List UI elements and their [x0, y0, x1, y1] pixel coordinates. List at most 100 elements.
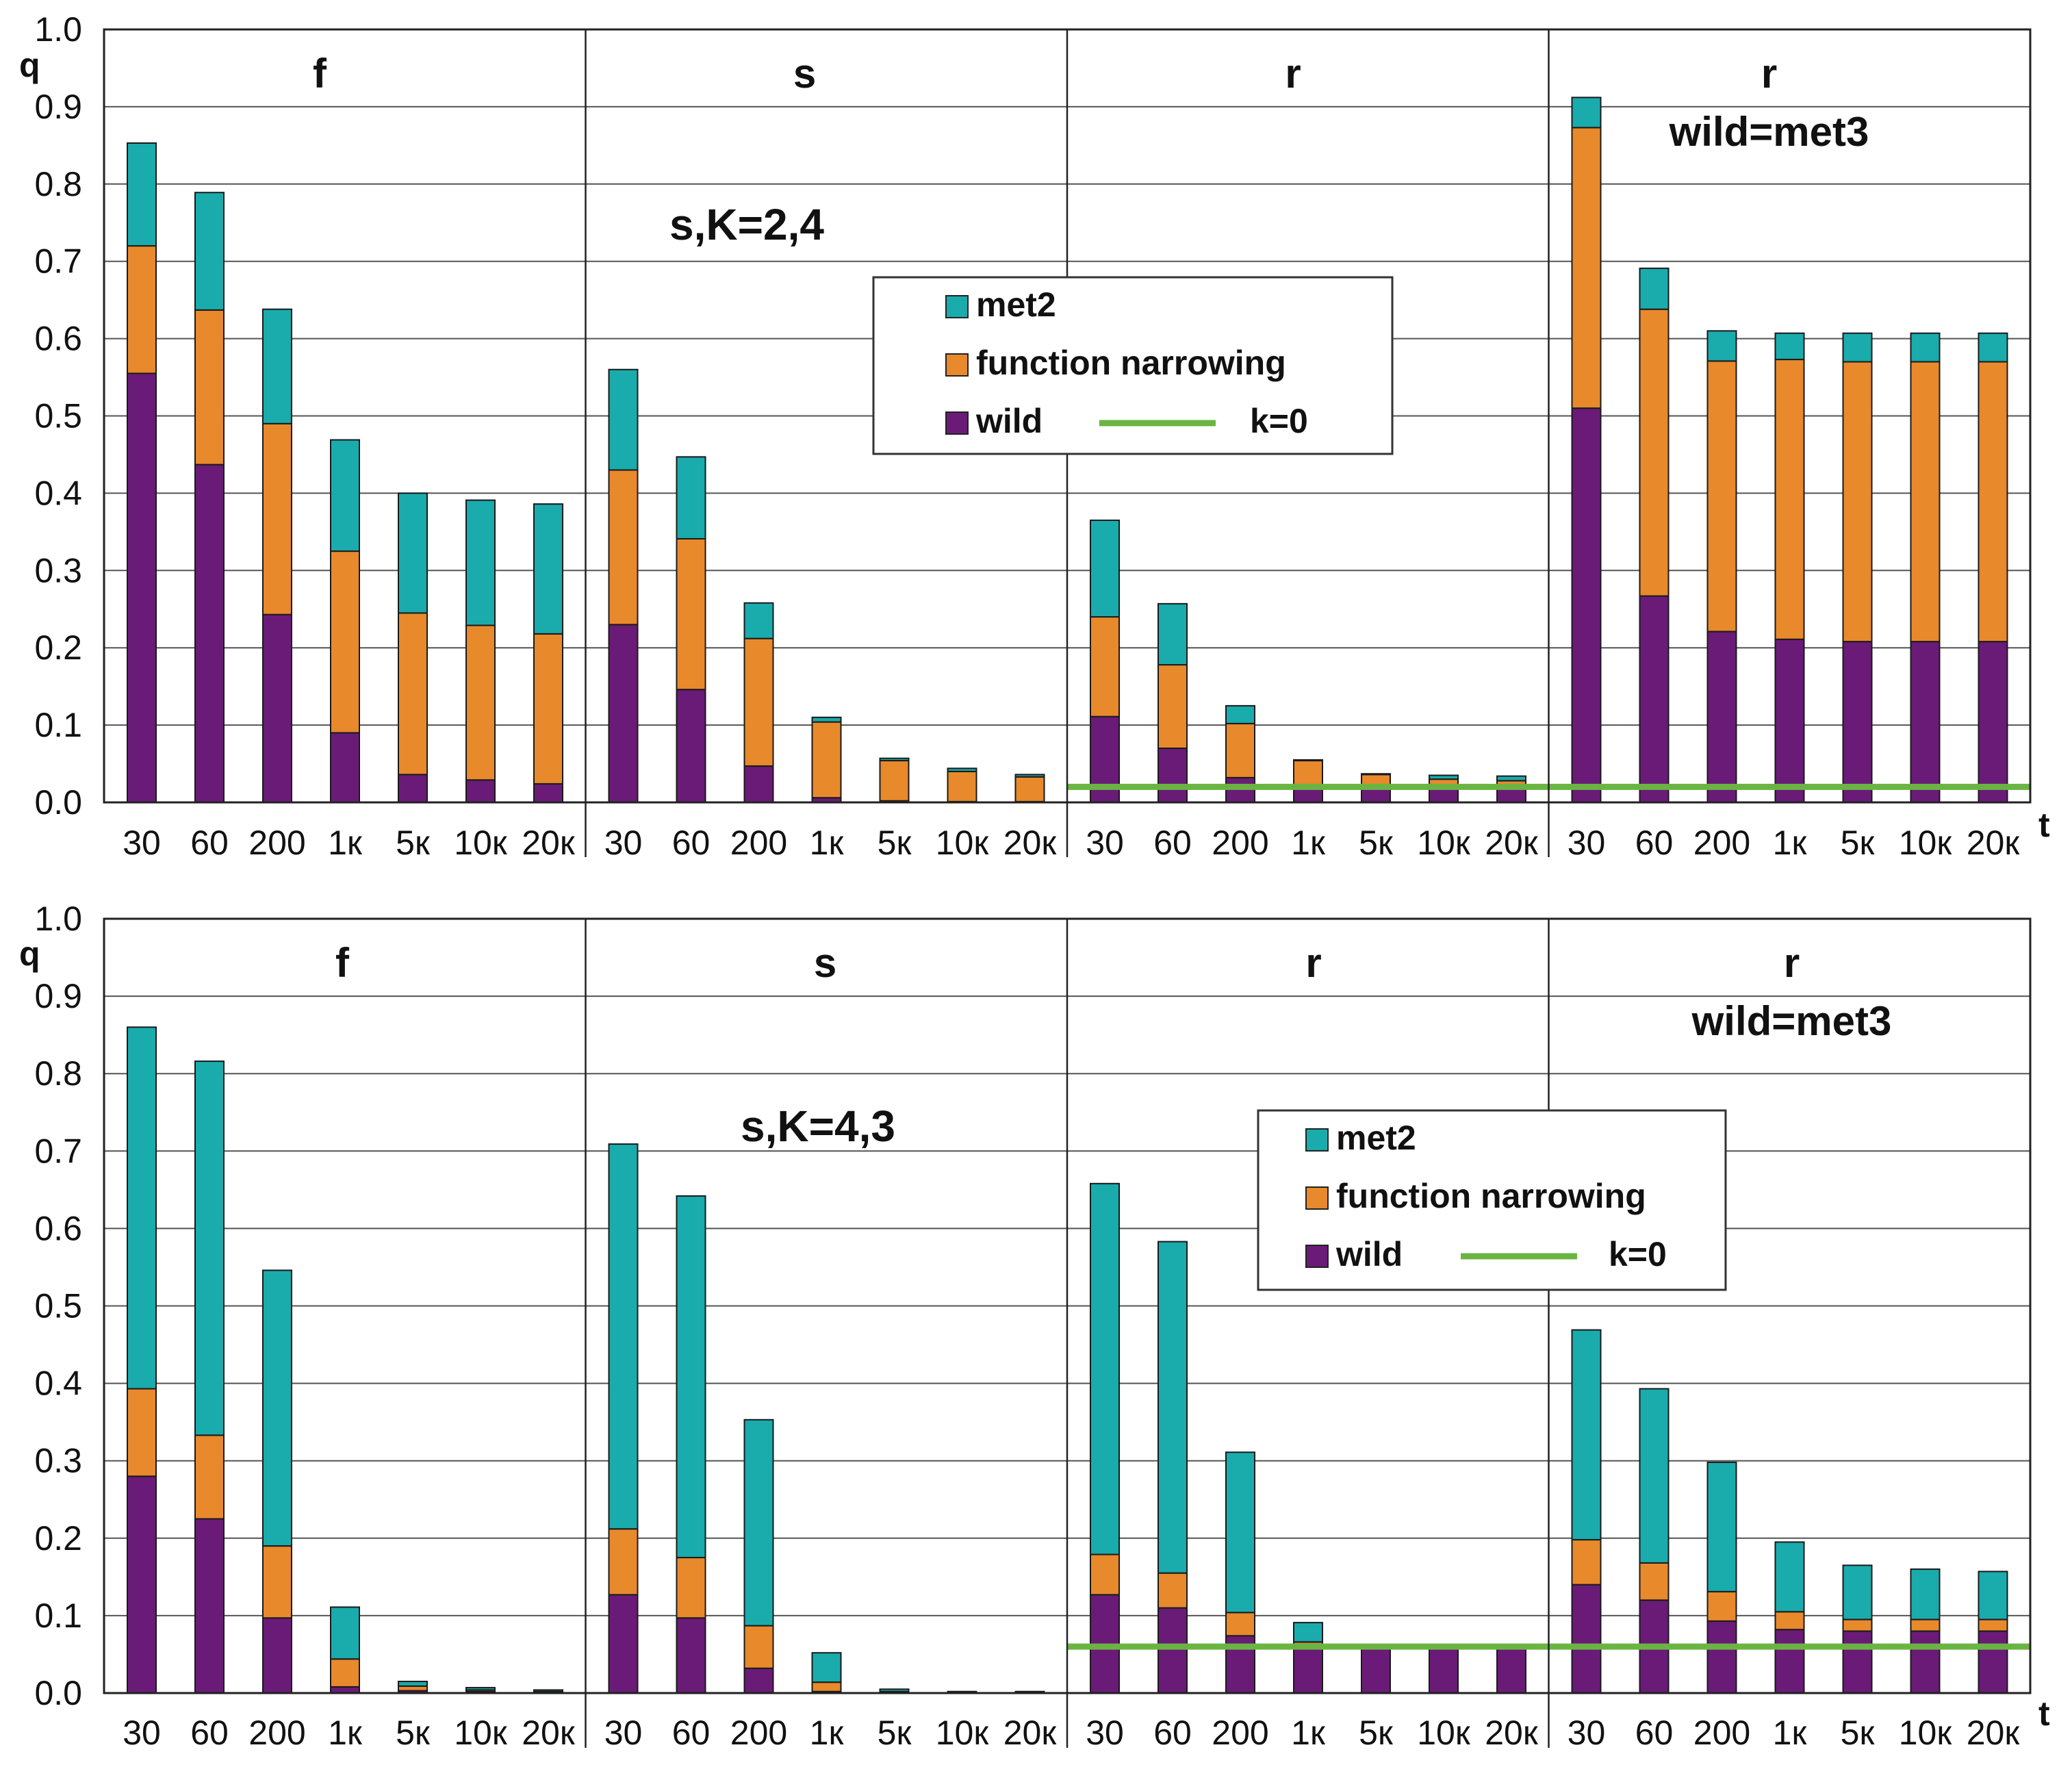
y-tick-label: 0.0 [34, 783, 82, 822]
bar-segment-met2 [127, 1026, 157, 1390]
bar-segment-narrowing [262, 1545, 292, 1619]
bar-segment-wild [1571, 407, 1602, 803]
bar-segment-narrowing [608, 1528, 639, 1596]
y-tick-label: 0.3 [34, 1442, 82, 1480]
bar-segment-met2 [1571, 1329, 1602, 1541]
x-tick-label: 60 [672, 1714, 711, 1752]
bar-segment-narrowing [465, 624, 496, 781]
bar-segment-wild [676, 689, 706, 804]
bar-segment-narrowing [1842, 1618, 1873, 1632]
bar-segment-wild [127, 372, 157, 803]
y-tick-label: 0.1 [34, 1597, 82, 1635]
bar-segment-met2 [743, 1419, 774, 1627]
x-tick-label: 20к [1003, 1714, 1058, 1752]
bar-segment-narrowing [947, 770, 977, 802]
panel-titles-top: f s r r wild=met3 [313, 51, 1869, 155]
x-tick-label: 200 [1693, 824, 1750, 862]
legend-label-narrowing: function narrowing [1336, 1177, 1646, 1215]
x-tick-label: 20к [1485, 1714, 1539, 1752]
bar-segment-narrowing [1225, 722, 1255, 778]
bar-segment-met2 [1496, 775, 1526, 782]
bar-segment-wild [1842, 641, 1873, 804]
x-tick-label: 60 [672, 824, 711, 862]
bar-segment-met2 [398, 492, 428, 614]
bar-segment-wild [398, 774, 428, 803]
bar-segment-met2 [1842, 332, 1873, 363]
bar-segment-met2 [533, 1689, 563, 1692]
x-tick-label: 1к [810, 1714, 845, 1752]
x-tick-label: 10к [1899, 824, 1953, 862]
bar-segment-narrowing [879, 760, 910, 802]
bar-segment-met2 [608, 1143, 639, 1530]
chart-top: 0.0 0.1 0.2 0.3 0.4 0.5 0.6 0.7 0.8 0.9 1.0 30 60 20… [19, 10, 2050, 862]
y-tick-label: 0.7 [34, 242, 82, 281]
y-tick-label: 0.8 [34, 1054, 82, 1093]
y-tick-label: 0.2 [34, 1519, 82, 1558]
bar-segment-met2 [1639, 1388, 1670, 1564]
bar-segment-met2 [194, 192, 225, 311]
bar-segment-wild [1774, 1629, 1805, 1694]
panel-title: r [1761, 51, 1777, 97]
annotation-top: s,K=2,4 [669, 200, 824, 249]
panel-title: s [814, 940, 836, 986]
panel-title: f [313, 51, 327, 97]
bar-segment-wild [1774, 638, 1805, 803]
bar-segment-met2 [1293, 1622, 1323, 1643]
bar-segment-met2 [533, 503, 563, 635]
x-tick-label: 5к [878, 1714, 912, 1752]
bar-segment-met2 [947, 767, 977, 772]
bar-segment-narrowing [262, 422, 292, 615]
y-tick-label: 0.2 [34, 628, 82, 667]
bar-segment-narrowing [1571, 127, 1602, 409]
bar-segment-wild [608, 1594, 639, 1694]
x-tick-label: 60 [190, 824, 229, 862]
legend-bottom: met2 function narrowing wild k=0 [1257, 1109, 1727, 1291]
bar-segment-narrowing [1571, 1539, 1602, 1586]
x-tick-label: 10к [454, 1714, 508, 1752]
bar-segment-met2 [1774, 332, 1805, 361]
bar-segment-wild [1978, 641, 2008, 804]
x-tick-label: 30 [604, 1714, 643, 1752]
bar-segment-met2 [1910, 332, 1941, 363]
bar-segment-wild [608, 624, 639, 804]
y-axis-label-bottom: q [19, 935, 40, 973]
y-ticks-top: 0.0 0.1 0.2 0.3 0.4 0.5 0.6 0.7 0.8 0.9 1.0 [34, 10, 82, 822]
y-tick-label: 0.3 [34, 551, 82, 589]
x-tick-label: 10к [1899, 1714, 1953, 1752]
bar-segment-narrowing [1225, 1612, 1255, 1637]
bar-segment-met2 [194, 1060, 225, 1436]
x-tick-label: 20к [522, 824, 576, 862]
bar-segment-met2 [1571, 97, 1602, 129]
y-tick-label: 0.8 [34, 165, 82, 203]
bar-segment-narrowing [127, 245, 157, 374]
panel-subtitle: wild=met3 [1691, 998, 1892, 1044]
panel-title: r [1285, 51, 1301, 97]
bar-segment-met2 [262, 308, 292, 424]
y-ticks-bottom: 0.0 0.1 0.2 0.3 0.4 0.5 0.6 0.7 0.8 0.9 1.0 [34, 900, 82, 1712]
bar-segment-wild [194, 463, 225, 803]
bar-segment-narrowing [398, 1685, 428, 1692]
bar-segment-met2 [1842, 1564, 1873, 1620]
bar-segment-wild [330, 732, 360, 804]
bar-segment-met2 [1225, 704, 1255, 724]
bar-segment-wild [465, 779, 496, 804]
bar-segment-wild [1706, 1620, 1737, 1694]
x-tick-label: 30 [1086, 1714, 1124, 1752]
legend-label-k0: k=0 [1250, 402, 1308, 440]
bar-segment-wild [743, 1667, 774, 1694]
bar-segment-met2 [1910, 1568, 1941, 1620]
x-tick-label: 200 [730, 1714, 787, 1752]
panel-title: r [1784, 940, 1800, 986]
x-tick-label: 30 [1568, 1714, 1606, 1752]
bar-segment-narrowing [1910, 361, 1941, 643]
x-tick-label: 5к [396, 824, 431, 862]
bar-segment-narrowing [330, 550, 360, 734]
bar-segment-narrowing [1090, 1553, 1120, 1596]
bar-segment-met2 [1293, 759, 1323, 762]
bar-segment-met2 [1429, 774, 1459, 780]
bar-segment-met2 [1157, 1241, 1188, 1574]
bar-segment-met2 [262, 1269, 292, 1547]
bar-segment-met2 [743, 602, 774, 639]
bar-segment-narrowing [1014, 776, 1045, 802]
